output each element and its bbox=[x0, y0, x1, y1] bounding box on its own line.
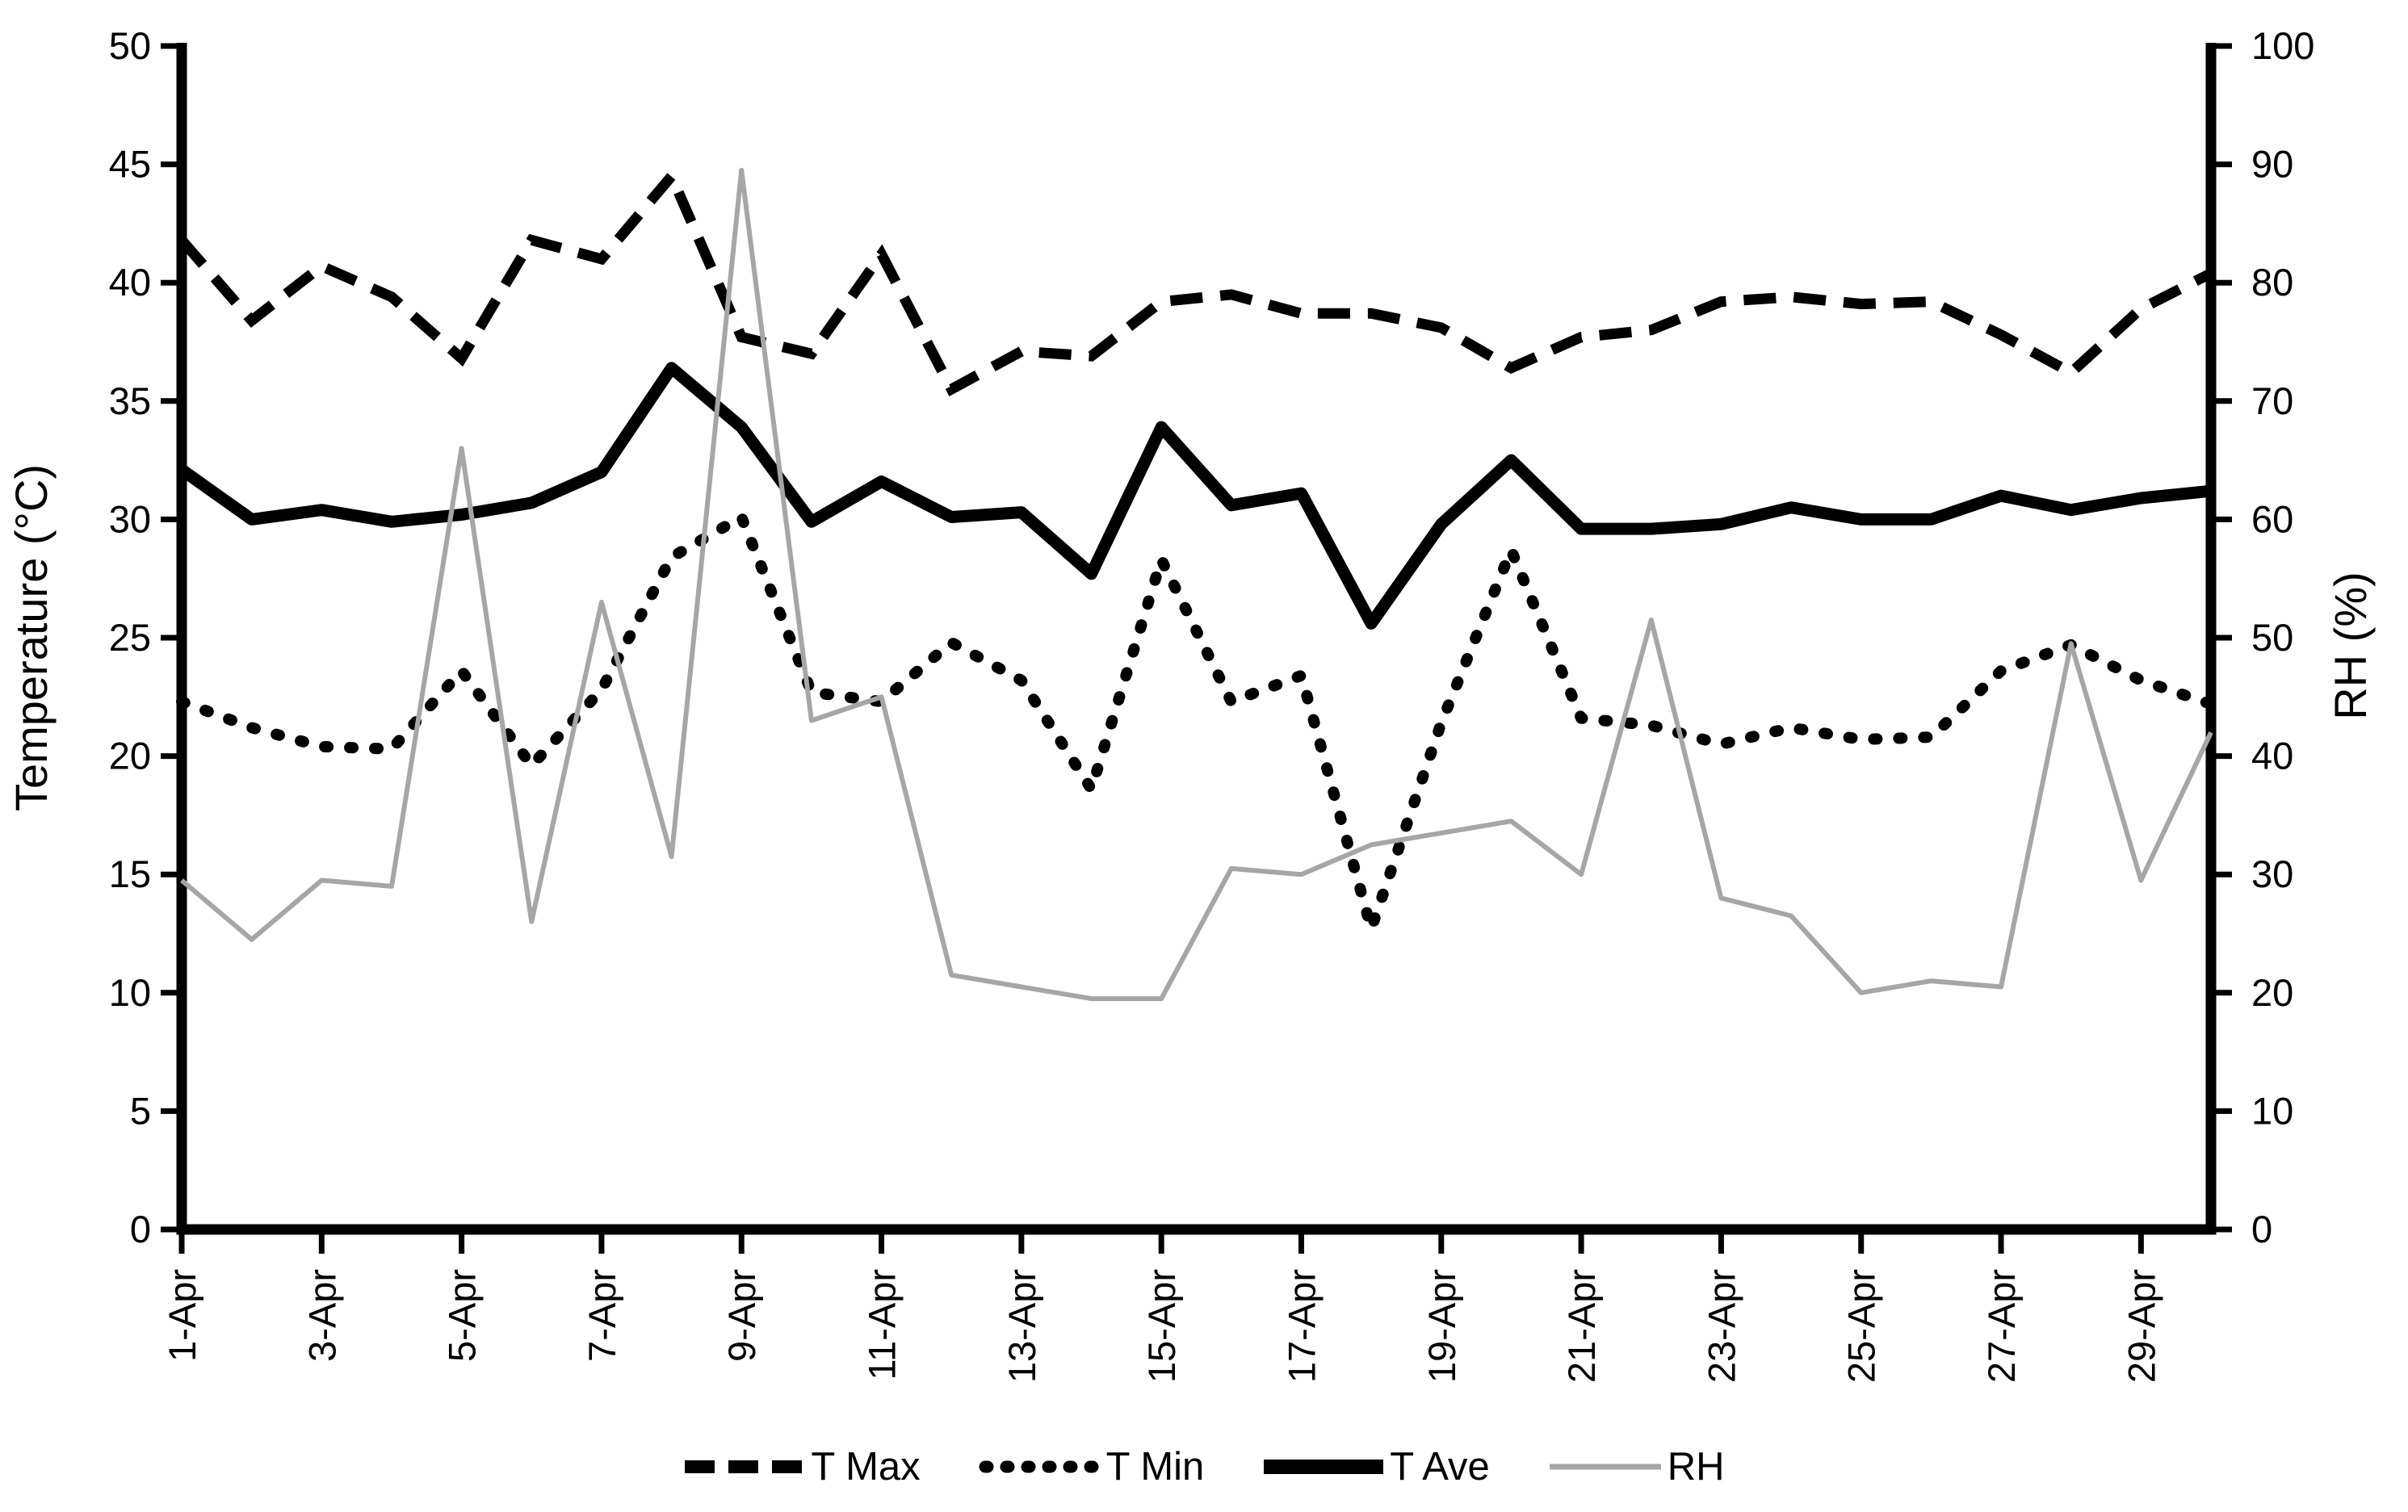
series-line-t-max bbox=[178, 166, 2213, 396]
right-axis-tick-label: 0 bbox=[2251, 1208, 2272, 1250]
right-axis-tick-label: 50 bbox=[2251, 616, 2293, 659]
series-line-t-ave bbox=[178, 362, 2212, 630]
series-line-t-min bbox=[176, 511, 2217, 935]
left-axis-tick-label: 20 bbox=[109, 735, 151, 777]
x-axis-tick-label: 17-Apr bbox=[1280, 1269, 1323, 1383]
x-axis-tick-label: 5-Apr bbox=[441, 1269, 484, 1362]
left-axis-tick-label: 10 bbox=[109, 971, 151, 1014]
right-axis-tick-label: 60 bbox=[2251, 497, 2293, 540]
left-axis-tick-label: 45 bbox=[109, 143, 151, 186]
x-axis-tick-label: 19-Apr bbox=[1420, 1269, 1463, 1383]
left-axis-tick-label: 50 bbox=[109, 24, 151, 67]
right-axis-tick-label: 40 bbox=[2251, 735, 2293, 777]
x-axis-tick-label: 27-Apr bbox=[1980, 1269, 2023, 1383]
x-axis-tick-label: 13-Apr bbox=[1001, 1269, 1043, 1383]
x-axis-tick-label: 1-Apr bbox=[161, 1269, 203, 1362]
right-axis-tick-label: 100 bbox=[2251, 24, 2314, 67]
left-axis-tick-label: 15 bbox=[109, 852, 151, 895]
left-axis-tick-label: 5 bbox=[130, 1089, 151, 1132]
left-axis-tick-label: 25 bbox=[109, 616, 151, 659]
rh-line-sample-icon bbox=[1549, 1464, 1661, 1470]
right-axis-tick-label: 30 bbox=[2251, 852, 2293, 895]
left-axis-tick-label: 0 bbox=[130, 1208, 151, 1250]
right-axis-title: RH (%) bbox=[2325, 572, 2376, 720]
legend-label-rh: RH bbox=[1667, 1444, 1725, 1489]
x-axis-tick-label: 11-Apr bbox=[861, 1269, 904, 1380]
x-axis-tick-label: 15-Apr bbox=[1140, 1269, 1183, 1383]
legend-item-t-max: T Max bbox=[683, 1444, 921, 1489]
x-axis-tick-label: 21-Apr bbox=[1560, 1269, 1603, 1383]
legend-item-rh: RH bbox=[1548, 1447, 1725, 1487]
right-axis-tick-label: 20 bbox=[2251, 971, 2293, 1014]
legend-label-t-max: T Max bbox=[811, 1444, 921, 1489]
left-axis-tick-label: 40 bbox=[109, 261, 151, 304]
right-axis-tick-label: 90 bbox=[2251, 143, 2293, 186]
x-axis-tick-label: 9-Apr bbox=[720, 1269, 763, 1362]
right-axis-tick-label: 10 bbox=[2251, 1089, 2293, 1132]
legend-item-t-ave: T Ave bbox=[1262, 1447, 1490, 1487]
chart-legend: T Max T Min T Ave RH bbox=[0, 1430, 2408, 1503]
t-max-line-sample-icon bbox=[685, 1460, 805, 1473]
x-axis-tick-label: 25-Apr bbox=[1840, 1269, 1883, 1383]
legend-item-t-min: T Min bbox=[979, 1444, 1205, 1489]
series-line-rh bbox=[180, 167, 2213, 1002]
left-axis-title: Temperature (°C) bbox=[6, 464, 57, 811]
left-axis-tick-label: 30 bbox=[109, 497, 151, 540]
t-min-line-sample-icon bbox=[979, 1460, 1101, 1473]
x-axis-tick-label: 3-Apr bbox=[300, 1269, 343, 1362]
legend-label-t-min: T Min bbox=[1105, 1444, 1205, 1489]
left-axis-tick-label: 35 bbox=[109, 379, 151, 422]
x-axis-tick-label: 23-Apr bbox=[1700, 1269, 1743, 1383]
right-axis-tick-label: 70 bbox=[2251, 379, 2293, 422]
x-axis-tick-label: 29-Apr bbox=[2120, 1269, 2163, 1383]
legend-label-t-ave: T Ave bbox=[1390, 1444, 1490, 1489]
x-axis-tick-label: 7-Apr bbox=[581, 1269, 623, 1362]
t-ave-line-sample-icon bbox=[1264, 1460, 1384, 1474]
right-axis-tick-label: 80 bbox=[2251, 261, 2293, 304]
